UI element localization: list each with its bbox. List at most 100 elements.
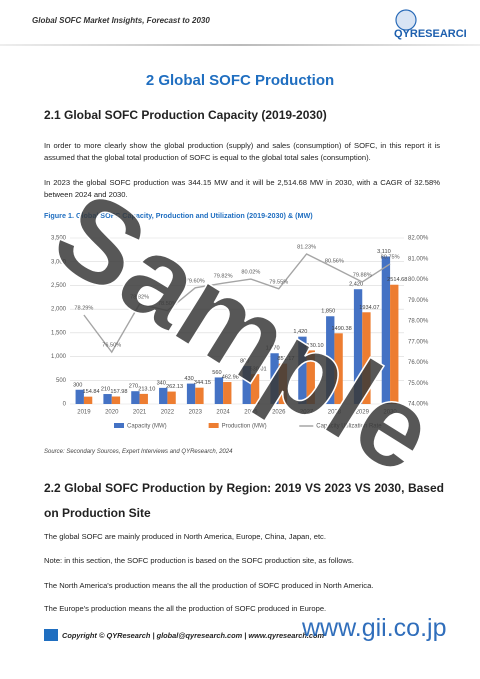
legend-label: Production (MW) xyxy=(222,424,267,430)
data-label: 430 xyxy=(184,376,193,382)
subsection-title: 2.1 Global SOFC Production Capacity (201… xyxy=(44,108,327,122)
y2-tick-label: 82.00% xyxy=(408,236,429,242)
bar xyxy=(306,350,315,404)
x-tick-label: 2024 xyxy=(216,410,230,416)
legend-label: Capacity Utilization Rate xyxy=(316,424,382,430)
data-label: 1490.38 xyxy=(331,326,351,332)
x-tick-label: 2025 xyxy=(244,410,258,416)
data-label: 79.60% xyxy=(186,278,205,284)
x-tick-label: 2029 xyxy=(356,410,370,416)
bar xyxy=(159,387,168,404)
bar xyxy=(103,394,112,404)
y2-tick-label: 77.00% xyxy=(408,339,429,345)
paragraph: The Europe's production means the all th… xyxy=(44,604,327,613)
logo-globe xyxy=(395,9,417,31)
data-label: 2514.68 xyxy=(387,277,407,283)
chart: 0 500 1,000 1,500 2,000 2,500 3,000 3,500 74.00%… xyxy=(51,236,429,430)
data-label: 800 xyxy=(240,359,249,365)
site-watermark: www.gii.co.jp xyxy=(302,614,447,642)
bar xyxy=(250,374,260,404)
legend-swatch xyxy=(208,423,219,428)
x-tick-label: 2026 xyxy=(272,410,286,416)
data-label: 80.75% xyxy=(381,254,400,260)
bar xyxy=(75,389,84,404)
legend-label: Capacity (MW) xyxy=(127,424,167,430)
bar xyxy=(326,316,335,404)
data-label: 79.88% xyxy=(353,272,372,278)
x-tick-label: 2022 xyxy=(161,410,175,416)
data-label: 1934.07 xyxy=(359,305,379,311)
subsection-title: 2.2 Global SOFC Production by Region: 20… xyxy=(44,481,444,520)
data-label: 80.02% xyxy=(241,270,260,276)
y-tick-label: 3,500 xyxy=(51,236,67,242)
data-label: 210 xyxy=(101,387,110,393)
legend-swatch xyxy=(114,423,124,428)
data-label: 78.29% xyxy=(74,305,93,311)
footer-text: Copyright © QYResearch | global@qyresear… xyxy=(62,631,325,640)
x-tick-label: 2028 xyxy=(328,410,342,416)
data-label: 78.82% xyxy=(130,294,149,300)
y-tick-label: 1,500 xyxy=(51,330,67,336)
data-label: 80.56% xyxy=(325,258,344,264)
data-label: 462.98 xyxy=(222,375,239,381)
figure-caption: Figure 1. Global SOFC Capacity, Producti… xyxy=(44,211,313,220)
data-label: 154.84 xyxy=(83,389,100,395)
y2-tick-label: 74.00% xyxy=(408,402,429,408)
line xyxy=(83,253,391,354)
footer-bar xyxy=(44,629,58,641)
bar xyxy=(381,256,391,404)
logo: QYRESEARCH xyxy=(394,9,466,40)
paragraph: The global SOFC are mainly produced in N… xyxy=(44,532,326,541)
data-label: 851.17 xyxy=(277,356,294,362)
data-label: 76.50% xyxy=(102,343,121,349)
data-label: 78.50% xyxy=(158,301,177,307)
bar xyxy=(270,353,279,404)
y2-tick-label: 75.00% xyxy=(408,381,429,387)
data-label: 213.10 xyxy=(138,386,155,392)
bar xyxy=(186,383,196,404)
bar xyxy=(362,312,371,404)
bar xyxy=(167,391,176,404)
paragraph: In order to more clearly show the global… xyxy=(44,141,440,162)
y-tick-label: 1,000 xyxy=(51,354,67,360)
data-label: 344.15 xyxy=(194,380,211,386)
data-label: 81.23% xyxy=(297,244,316,250)
y2-tick-label: 80.00% xyxy=(408,277,429,283)
data-label: 3,110 xyxy=(377,249,391,255)
bar xyxy=(223,382,232,404)
data-label: 1130.10 xyxy=(304,343,324,349)
bar xyxy=(111,396,121,404)
y2-tick-label: 81.00% xyxy=(408,256,429,262)
y-tick-label: 2,000 xyxy=(51,307,67,313)
data-label: 262.13 xyxy=(166,384,183,390)
data-label: 79.55% xyxy=(269,279,288,285)
data-label: 2,420 xyxy=(349,282,363,288)
data-label: 1,420 xyxy=(293,329,307,335)
y2-tick-label: 78.00% xyxy=(408,319,429,325)
bar xyxy=(214,377,224,404)
x-tick-label: 2020 xyxy=(105,410,119,416)
data-label: 270 xyxy=(129,384,138,390)
y-tick-label: 3,000 xyxy=(51,259,67,265)
bar xyxy=(390,284,399,404)
paragraph: In 2023 the global SOFC production was 3… xyxy=(44,178,440,199)
header-rule xyxy=(0,44,480,46)
data-label: 1,850 xyxy=(321,309,335,315)
y-tick-label: 500 xyxy=(56,378,67,384)
source-note: Source: Secondary Sources, Expert Interv… xyxy=(44,449,233,455)
x-tick-label: 2027 xyxy=(300,410,314,416)
logo-text: QYRESEARCH xyxy=(394,28,466,40)
bar xyxy=(242,366,251,404)
y-tick-label: 0 xyxy=(63,402,67,408)
y2-tick-label: 79.00% xyxy=(408,298,429,304)
y-tick-label: 2,500 xyxy=(51,283,67,289)
x-tick-label: 2021 xyxy=(133,410,147,416)
data-label: 1,070 xyxy=(266,346,280,352)
data-label: 630.01 xyxy=(250,367,267,373)
header-title: Global SOFC Market Insights, Forecast to… xyxy=(32,16,210,25)
bar xyxy=(139,393,148,404)
paragraph: Note: in this section, the SOFC producti… xyxy=(44,556,354,565)
bar xyxy=(83,396,93,404)
data-label: 157.98 xyxy=(110,389,127,395)
